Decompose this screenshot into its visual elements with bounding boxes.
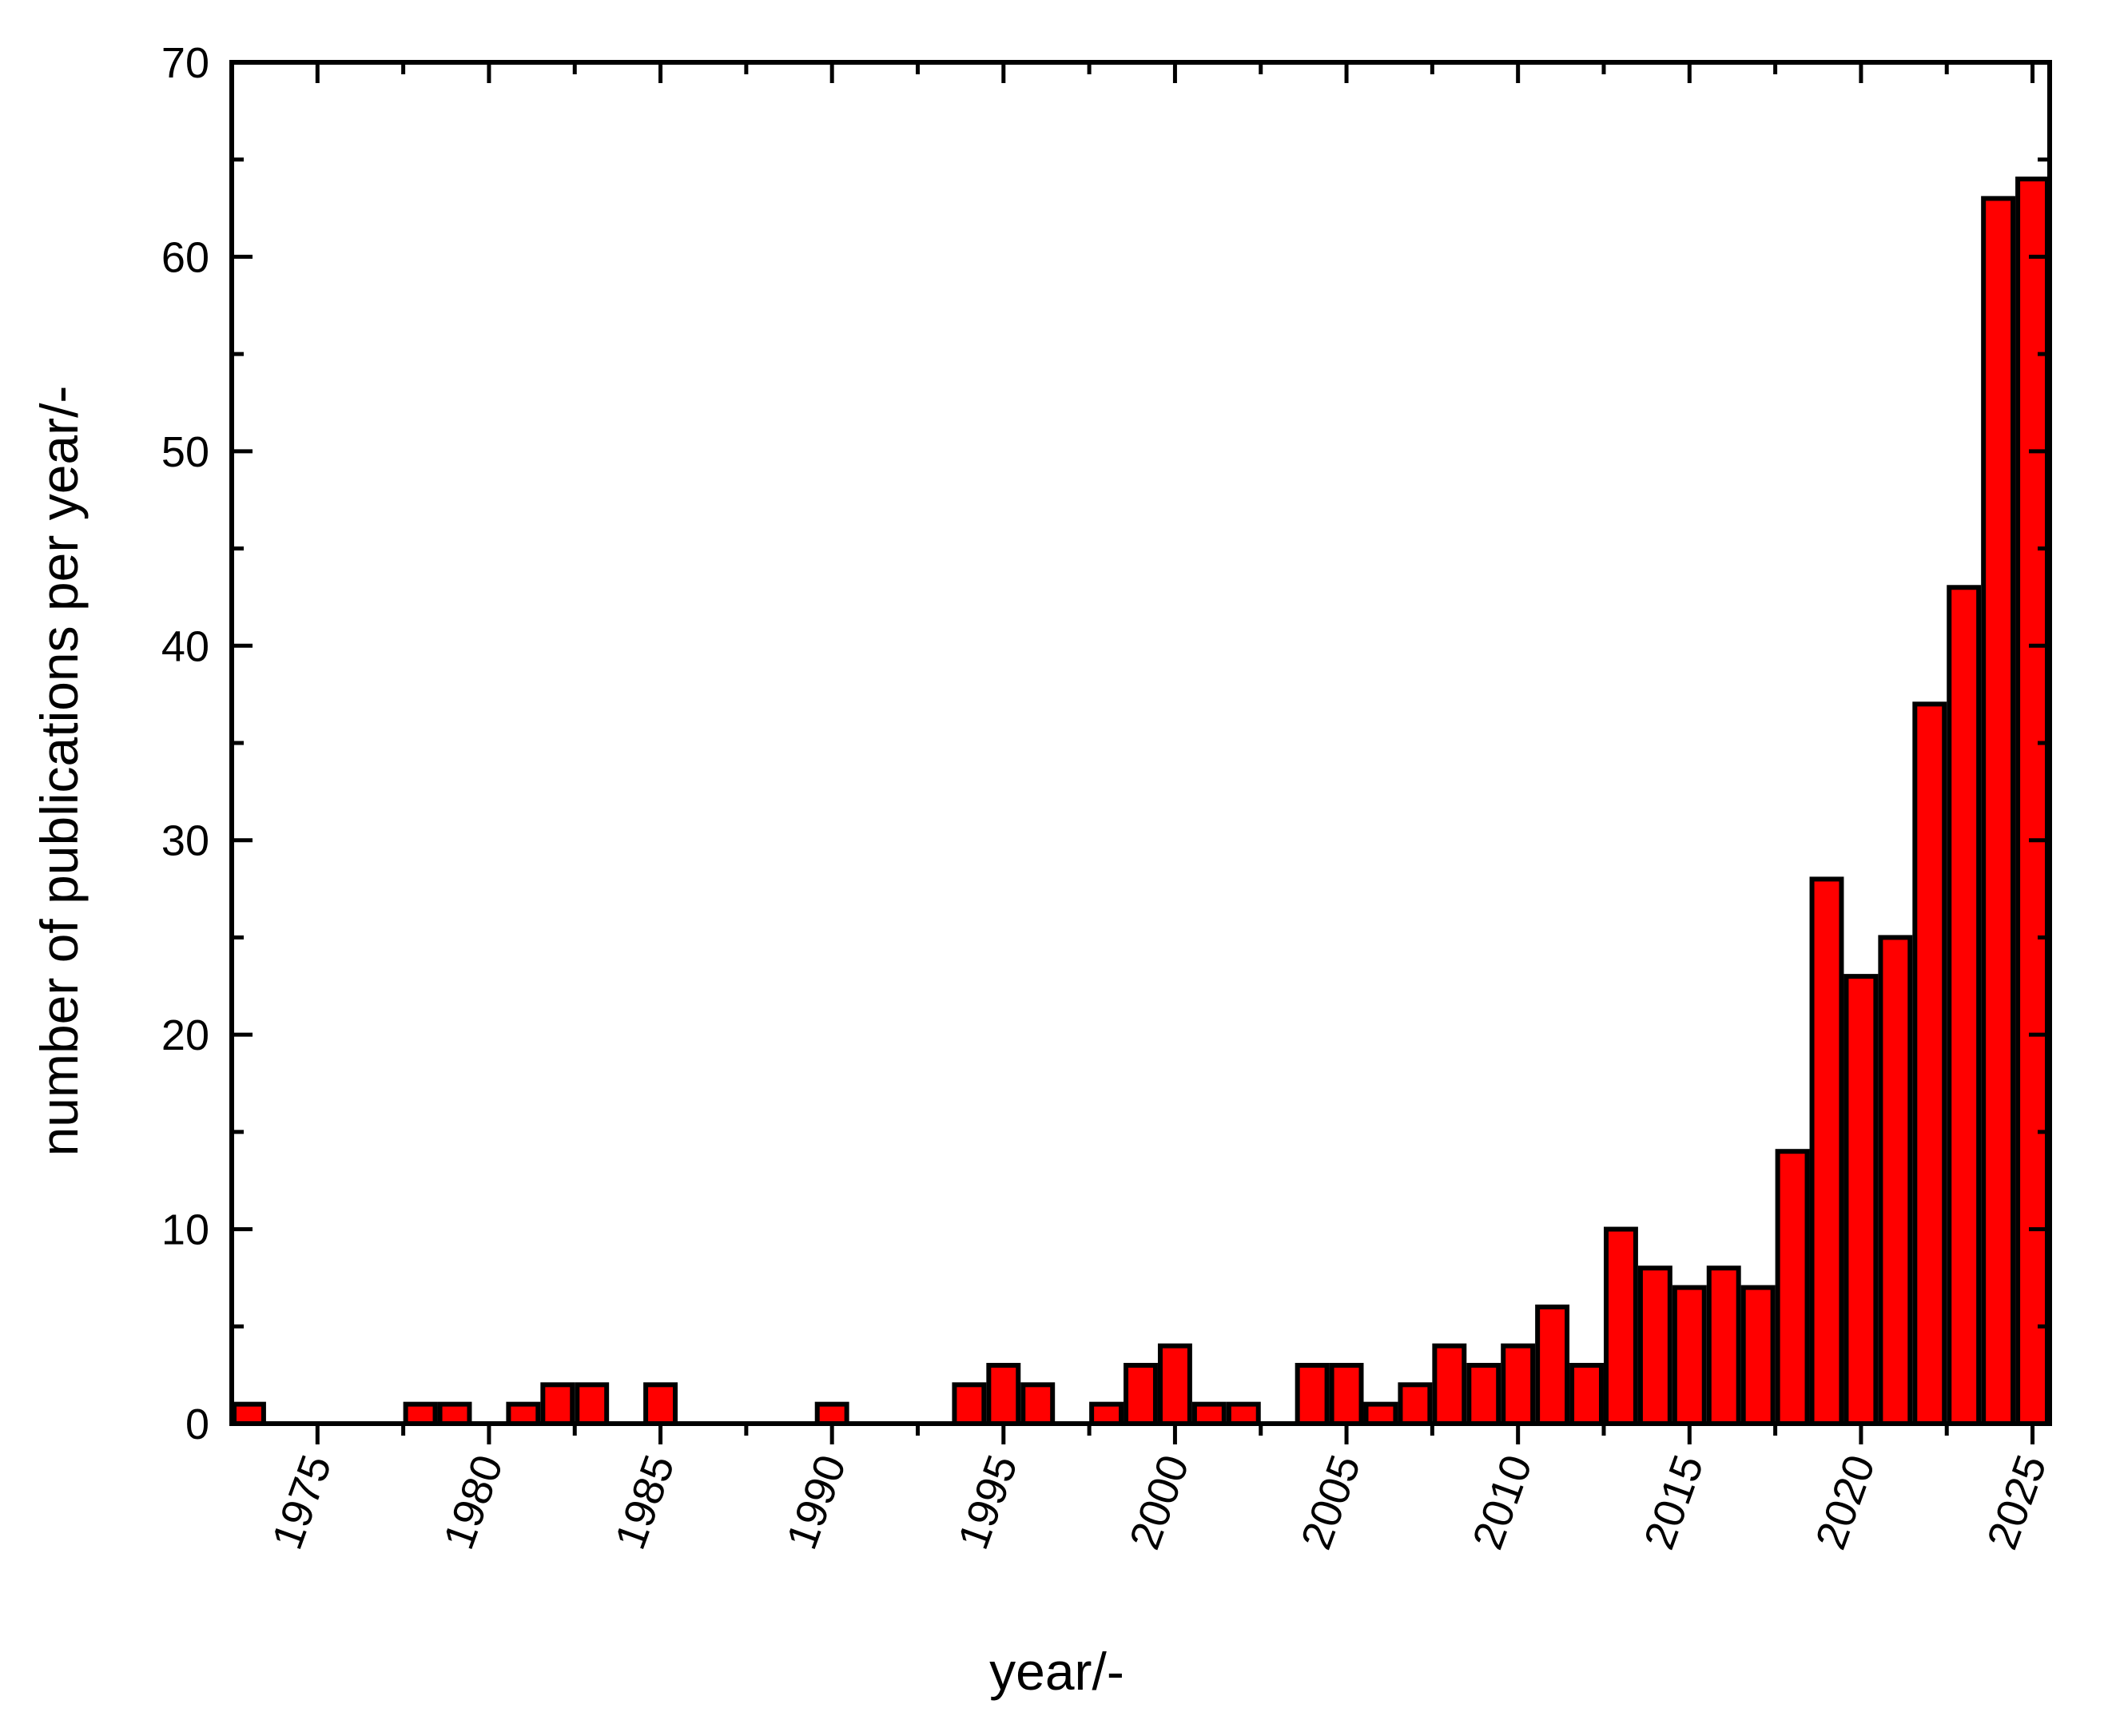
bar-2007 [1398,1382,1433,1427]
bar-1999 [1124,1362,1158,1426]
y-tick-label: 50 [161,428,209,476]
bar-2001 [1191,1401,1227,1427]
bar-1983 [575,1382,610,1427]
axes-layer [229,60,2052,1444]
y-tick-label: 60 [161,233,209,281]
x-tick-label: 2025 [1978,1449,2055,1555]
bar-2020 [1843,974,1879,1426]
x-tick-label: 2015 [1635,1449,1712,1555]
bar-2014 [1637,1265,1672,1427]
bar-1985 [643,1382,678,1427]
x-tick-label: 1985 [606,1449,683,1555]
bar-2008 [1432,1343,1467,1427]
bar-2019 [1809,876,1844,1426]
bar-2022 [1912,701,1947,1426]
x-tick-label: 1995 [949,1449,1027,1555]
x-tick-label: 1990 [778,1449,855,1555]
bar-2000 [1157,1343,1192,1427]
y-tick-label: 10 [161,1206,209,1254]
bar-2006 [1363,1401,1398,1427]
bar-1990 [814,1401,849,1427]
bar-2010 [1501,1343,1536,1427]
bar-1973 [232,1401,266,1427]
bar-2025 [2015,177,2050,1426]
bar-1978 [403,1401,438,1427]
bar-2016 [1706,1265,1741,1427]
labels-layer: year/- number of publications per year/-… [30,39,2056,1701]
bar-1995 [986,1362,1021,1426]
bar-1982 [540,1382,575,1427]
y-axis-title: number of publications per year/- [30,386,89,1157]
bar-2011 [1535,1304,1570,1426]
x-tick-label: 1975 [263,1449,340,1555]
y-tick-label: 0 [185,1400,209,1448]
x-tick-label: 2000 [1120,1449,1198,1555]
bar-2009 [1466,1362,1501,1426]
bar-2017 [1740,1285,1776,1426]
bar-1996 [1020,1382,1056,1427]
bars-layer [232,177,2050,1427]
bar-2004 [1295,1362,1330,1426]
y-tick-label: 20 [161,1011,209,1059]
bar-2015 [1672,1285,1707,1426]
bar-1994 [952,1382,987,1427]
y-tick-label: 70 [161,39,209,87]
x-tick-label: 2020 [1807,1449,1884,1555]
bar-1979 [437,1401,472,1427]
bar-2024 [1981,196,2016,1426]
bar-1998 [1089,1401,1124,1427]
bar-2013 [1603,1226,1638,1426]
x-tick-label: 1980 [435,1449,512,1555]
x-tick-label: 2010 [1463,1449,1541,1555]
bar-1981 [506,1401,541,1427]
bar-2005 [1329,1362,1364,1426]
y-tick-label: 30 [161,817,209,865]
bar-2018 [1775,1149,1810,1426]
bar-2012 [1569,1362,1604,1426]
bar-2002 [1226,1401,1261,1427]
bar-2023 [1947,585,1982,1426]
bar-2021 [1878,935,1913,1427]
x-tick-label: 2005 [1292,1449,1370,1555]
y-tick-label: 40 [161,622,209,670]
x-axis-title: year/- [989,1642,1124,1701]
